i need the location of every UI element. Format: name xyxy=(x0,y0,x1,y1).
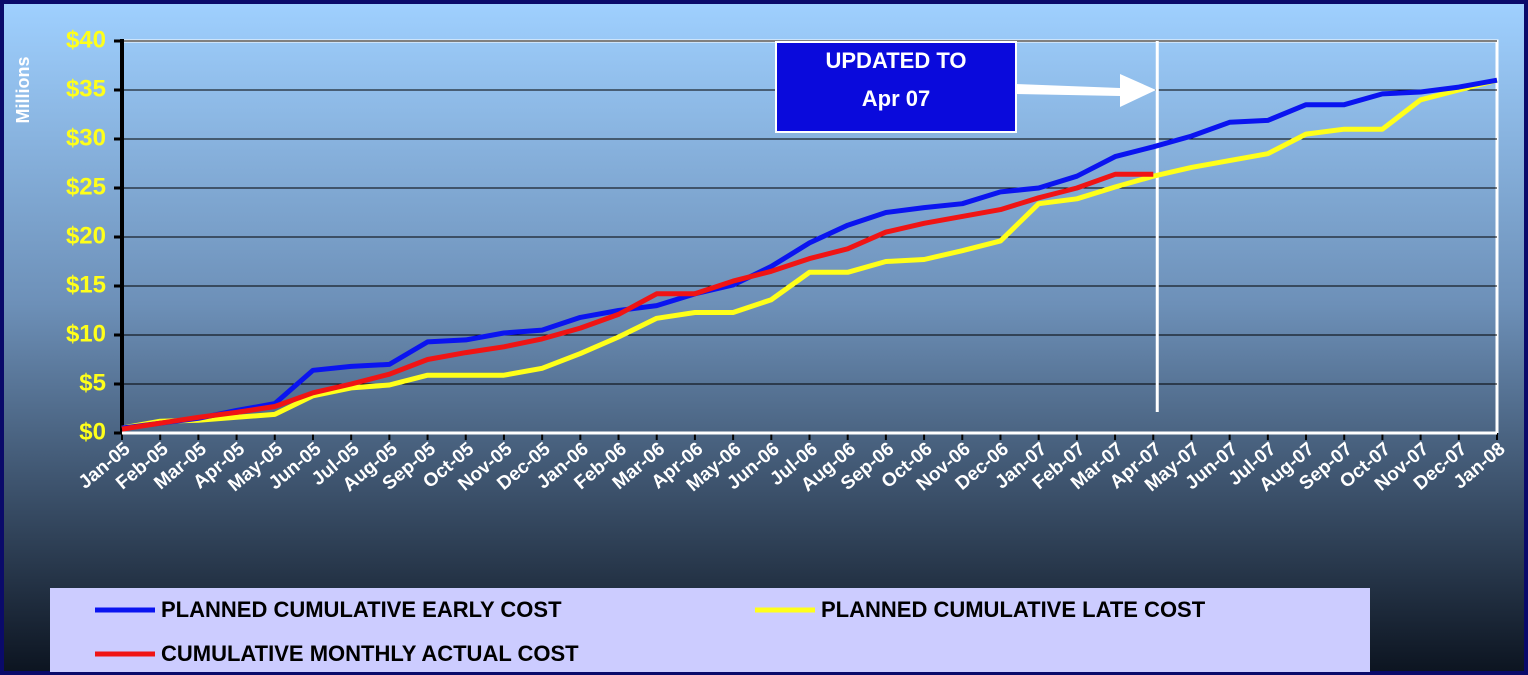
y-tick-label: $5 xyxy=(79,369,106,396)
legend-label: PLANNED CUMULATIVE LATE COST xyxy=(821,597,1206,622)
y-tick-label: $25 xyxy=(66,173,106,200)
legend-label: CUMULATIVE MONTHLY ACTUAL COST xyxy=(161,641,579,666)
annotation-arrow xyxy=(1016,74,1156,107)
y-tick-label: $0 xyxy=(79,418,106,445)
series-line xyxy=(121,77,1498,431)
annotation: Apr 07 xyxy=(862,86,930,111)
annotation-box xyxy=(775,41,1017,133)
y-tick-label: $30 xyxy=(66,124,106,151)
legend-label: PLANNED CUMULATIVE EARLY COST xyxy=(161,597,562,622)
series-line xyxy=(121,77,1498,431)
y-tick-label: $10 xyxy=(66,320,106,347)
y-tick-label: $40 xyxy=(66,26,106,53)
y-axis-label: Millions xyxy=(13,57,33,124)
y-tick-label: $20 xyxy=(66,222,106,249)
y-tick-label: $35 xyxy=(66,75,106,102)
legend-box xyxy=(50,588,1370,672)
y-tick-label: $15 xyxy=(66,271,106,298)
annotation: UPDATED TO xyxy=(826,48,967,73)
series-line xyxy=(121,171,1154,432)
